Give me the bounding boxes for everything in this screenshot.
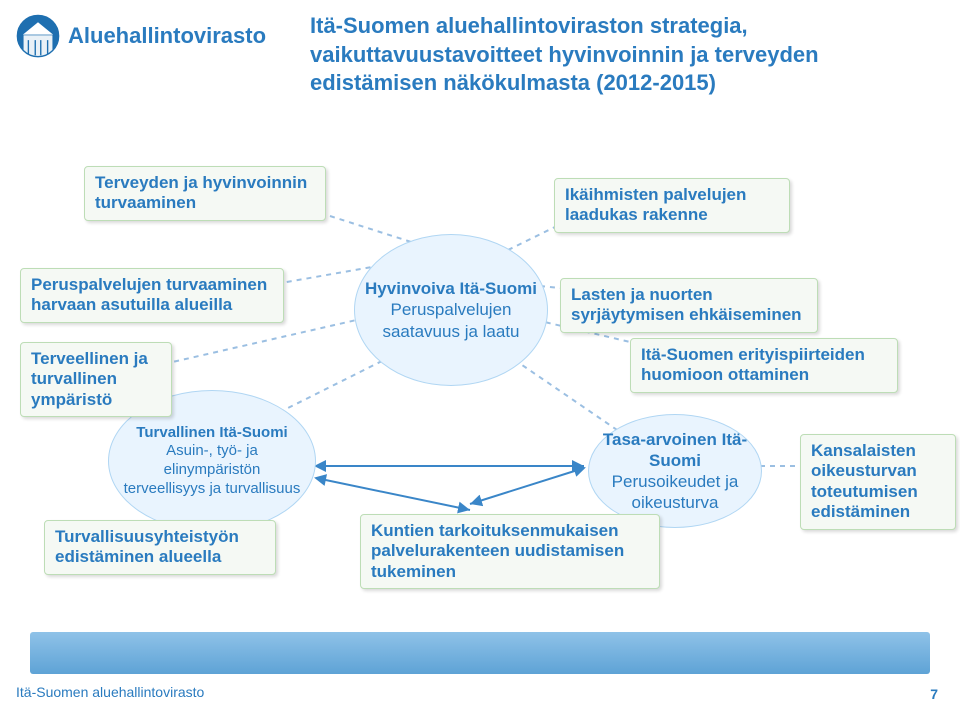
- box-turvallisuusyhteistyo: Turvallisuusyhteistyön edistäminen aluee…: [44, 520, 276, 575]
- footer-text: Itä-Suomen aluehallintovirasto: [16, 684, 204, 700]
- box-kansalaisten-oikeusturva: Kansalaisten oikeusturvan toteutumisen e…: [800, 434, 956, 530]
- logo: Aluehallintovirasto: [16, 14, 266, 58]
- box-kuntien-palvelurakenne: Kuntien tarkoituksenmukaisen palvelurake…: [360, 514, 660, 589]
- box-erityispiirteet: Itä-Suomen erityispiirteiden huomioon ot…: [630, 338, 898, 393]
- ellipse-sub: Peruspalvelujen saatavuus ja laatu: [355, 299, 547, 342]
- ellipse-head: Tasa-arvoinen Itä-Suomi: [589, 429, 761, 472]
- footer-bar: [30, 632, 930, 674]
- ellipse-tasa-arvoinen: Tasa-arvoinen Itä-Suomi Perusoikeudet ja…: [588, 414, 762, 528]
- box-terveellinen-ymparisto: Terveellinen ja turvallinen ympäristö: [20, 342, 172, 417]
- box-peruspalvelut-harvaan: Peruspalvelujen turvaaminen harvaan asut…: [20, 268, 284, 323]
- box-ikaihmisten-palvelut: Ikäihmisten palvelujen laadukas rakenne: [554, 178, 790, 233]
- page-title: Itä-Suomen aluehallintoviraston strategi…: [310, 12, 934, 98]
- ellipse-hyvinvoiva: Hyvinvoiva Itä-Suomi Peruspalvelujen saa…: [354, 234, 548, 386]
- ellipse-sub: Perusoikeudet ja oikeusturva: [589, 471, 761, 514]
- logo-text: Aluehallintovirasto: [68, 23, 266, 49]
- ellipse-head: Turvallinen Itä-Suomi: [136, 424, 287, 443]
- ellipse-head: Hyvinvoiva Itä-Suomi: [365, 278, 537, 299]
- box-lasten-syrjaytyminen: Lasten ja nuorten syrjäytymisen ehkäisem…: [560, 278, 818, 333]
- logo-icon: [16, 14, 60, 58]
- ellipse-sub: Asuin-, työ- ja elinympäristön terveelli…: [109, 442, 315, 498]
- footer-page-number: 7: [930, 686, 938, 702]
- box-terveyden-turvaaminen: Terveyden ja hyvinvoinnin turvaaminen: [84, 166, 326, 221]
